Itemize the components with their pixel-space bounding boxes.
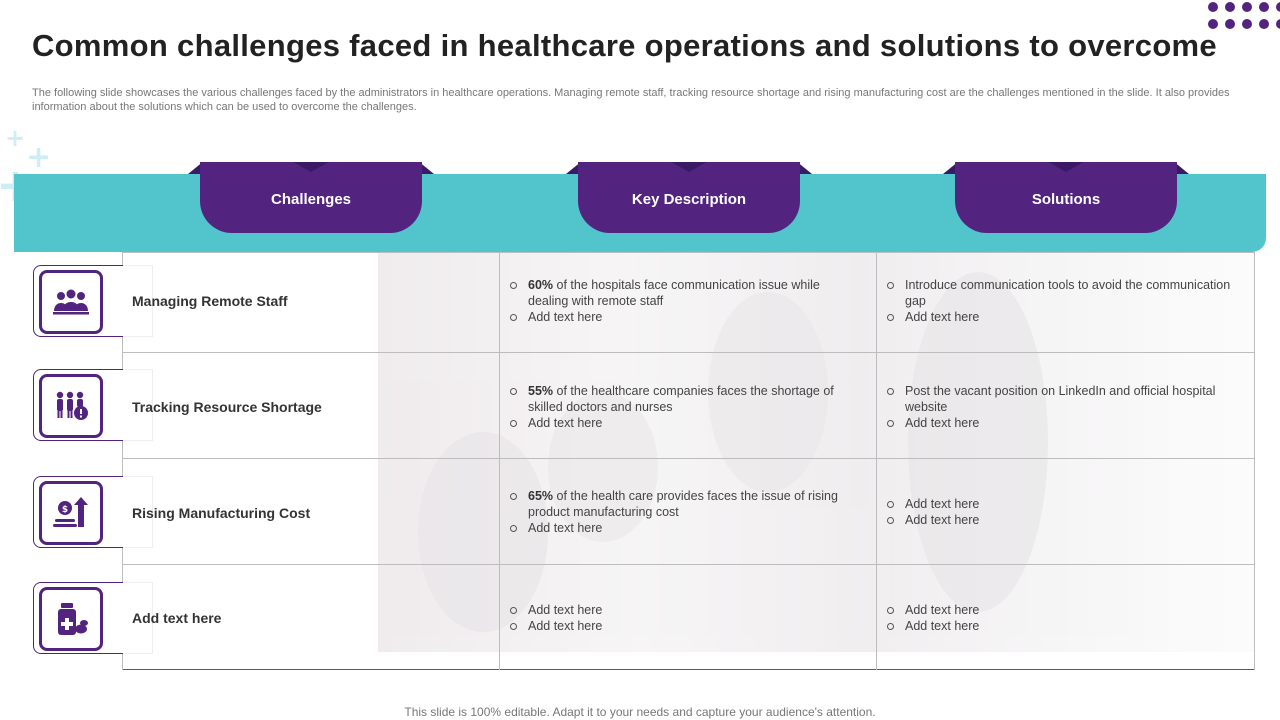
list-item: Post the vacant position on LinkedIn and…: [886, 383, 1236, 415]
header-challenges-label: Challenges: [270, 191, 352, 208]
challenge-label: Rising Manufacturing Cost: [132, 505, 311, 521]
table-row: [122, 352, 1255, 353]
challenge-label: Add text here: [132, 610, 222, 626]
description-percent: 55%: [528, 384, 554, 398]
list-item: 65% of the health care provides faces th…: [509, 488, 859, 520]
description-text: of the health care provides faces the is…: [528, 489, 838, 519]
list-item: Add text here: [886, 496, 1236, 512]
list-item: Introduce communication tools to avoid t…: [886, 277, 1236, 309]
description-percent: 65%: [528, 489, 554, 503]
label-box: [123, 476, 153, 548]
list-item: Add text here: [886, 512, 1236, 528]
description-cell: 60% of the hospitals face communication …: [509, 277, 859, 325]
challenge-label: Tracking Resource Shortage: [132, 399, 322, 415]
background-photo: [378, 252, 1254, 652]
header-challenges: Challenges: [188, 162, 434, 233]
label-box: [123, 582, 153, 654]
plus-decoration-icon: +: [26, 140, 52, 175]
decorative-dots: [1208, 0, 1280, 32]
description-cell: Add text here Add text here: [509, 602, 859, 634]
description-text: of the hospitals face communication issu…: [528, 278, 820, 308]
slide-title: Common challenges faced in healthcare op…: [32, 28, 1217, 63]
list-item: Add text here: [886, 415, 1236, 431]
list-item: Add text here: [886, 618, 1236, 634]
header-description: Key Description: [566, 162, 812, 233]
row-icon-card: $: [33, 476, 123, 548]
list-item: Add text here: [509, 415, 859, 431]
description-cell: 55% of the healthcare companies faces th…: [509, 383, 859, 431]
list-item: 55% of the healthcare companies faces th…: [509, 383, 859, 415]
footer-note: This slide is 100% editable. Adapt it to…: [404, 705, 876, 719]
table-row: [122, 458, 1255, 459]
list-item: Add text here: [509, 520, 859, 536]
list-item: 60% of the hospitals face communication …: [509, 277, 859, 309]
resource-shortage-icon: [39, 374, 103, 438]
label-box: [123, 265, 153, 337]
header-solutions-label: Solutions: [1031, 191, 1101, 208]
table-grid: [122, 252, 1255, 670]
svg-text:$: $: [62, 505, 68, 515]
list-item: Add text here: [509, 602, 859, 618]
solution-cell: Post the vacant position on LinkedIn and…: [886, 383, 1236, 431]
slide-subtitle: The following slide showcases the variou…: [32, 87, 1230, 113]
rising-cost-icon: $: [39, 481, 103, 545]
header-solutions: Solutions: [943, 162, 1189, 233]
plus-decoration-icon: +: [5, 124, 26, 152]
list-item: Add text here: [886, 309, 1236, 325]
row-icon-card: [33, 265, 123, 337]
remote-staff-icon: [39, 270, 103, 334]
solution-cell: Introduce communication tools to avoid t…: [886, 277, 1236, 325]
row-icon-card: [33, 369, 123, 441]
table-row: [122, 252, 1255, 253]
description-percent: 60%: [528, 278, 554, 292]
challenge-label: Managing Remote Staff: [132, 293, 288, 309]
description-text: of the healthcare companies faces the sh…: [528, 384, 834, 414]
table-row: [122, 564, 1255, 565]
list-item: Add text here: [886, 602, 1236, 618]
medicine-icon: [39, 587, 103, 651]
solution-cell: Add text here Add text here: [886, 496, 1236, 528]
description-cell: 65% of the health care provides faces th…: [509, 488, 859, 536]
list-item: Add text here: [509, 309, 859, 325]
header-description-label: Key Description: [631, 191, 747, 208]
row-icon-card: [33, 582, 123, 654]
list-item: Add text here: [509, 618, 859, 634]
solution-cell: Add text here Add text here: [886, 602, 1236, 634]
label-box: [123, 369, 153, 441]
